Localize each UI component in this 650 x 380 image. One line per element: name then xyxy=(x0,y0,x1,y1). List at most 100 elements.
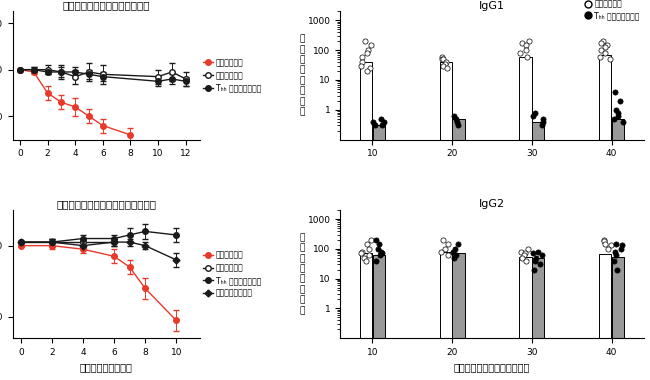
Legend: ワクチンなし, 野生型マウス, Tₕₕ 細胞欠損マウス: ワクチンなし, 野生型マウス, Tₕₕ 細胞欠損マウス xyxy=(203,58,261,93)
Title: 季節性インフルエンザウイルス: 季節性インフルエンザウイルス xyxy=(62,1,150,11)
Point xyxy=(374,241,384,247)
Point xyxy=(442,65,452,71)
Legend: 野生型マウス, Tₕₕ 細胞欠損マウス: 野生型マウス, Tₕₕ 細胞欠損マウス xyxy=(585,0,640,20)
Point xyxy=(523,38,534,44)
Point xyxy=(538,116,549,122)
Point xyxy=(371,258,382,264)
Point xyxy=(451,116,462,122)
Point xyxy=(521,54,532,60)
Point xyxy=(376,249,386,255)
Point xyxy=(602,42,612,48)
Point xyxy=(439,61,450,67)
Point xyxy=(532,249,543,255)
Point xyxy=(608,258,619,264)
Point xyxy=(605,242,616,249)
Point xyxy=(529,258,539,264)
Point xyxy=(366,42,376,48)
Point xyxy=(515,249,526,255)
Point xyxy=(365,65,375,71)
Point xyxy=(363,47,374,53)
Point xyxy=(528,267,539,273)
Y-axis label: 抗
ウ
イ
ル
ス
抗
体
価: 抗 ウ イ ル ス 抗 体 価 xyxy=(300,233,305,315)
Point xyxy=(517,40,527,46)
X-axis label: 感染後の時間（日）: 感染後の時間（日） xyxy=(80,363,133,372)
Bar xyxy=(519,57,532,380)
Bar xyxy=(599,55,612,380)
Point xyxy=(437,56,447,62)
Point xyxy=(610,252,621,258)
Point xyxy=(438,237,448,243)
Y-axis label: 抗
ウ
イ
ル
ス
抗
体
価: 抗 ウ イ ル ス 抗 体 価 xyxy=(300,35,305,116)
Point xyxy=(599,241,610,247)
Point xyxy=(365,237,376,243)
Point xyxy=(374,252,385,258)
Point xyxy=(438,56,448,62)
Point xyxy=(613,109,623,116)
Point xyxy=(452,119,462,125)
Point xyxy=(538,119,549,125)
Point xyxy=(437,54,447,60)
Title: IgG2: IgG2 xyxy=(479,199,505,209)
Point xyxy=(521,42,531,48)
Point xyxy=(356,250,367,256)
Point xyxy=(448,249,459,255)
Point xyxy=(598,38,608,44)
Bar xyxy=(452,253,465,380)
X-axis label: ワクチン接種後の時間（日）: ワクチン接種後の時間（日） xyxy=(454,363,530,372)
Point xyxy=(603,246,613,252)
Point xyxy=(370,237,381,243)
Bar xyxy=(519,256,532,380)
Point xyxy=(357,54,367,60)
Point xyxy=(612,267,622,273)
Point xyxy=(528,113,539,119)
Point xyxy=(521,258,531,264)
Point xyxy=(528,250,538,256)
Point xyxy=(615,98,625,104)
Point xyxy=(368,119,378,125)
Point xyxy=(377,122,387,128)
Bar xyxy=(360,253,372,380)
Point xyxy=(537,252,547,258)
Point xyxy=(453,122,463,128)
Bar xyxy=(360,62,372,380)
Bar xyxy=(612,119,624,380)
Point xyxy=(438,63,448,69)
Point xyxy=(436,249,446,255)
Point xyxy=(516,255,526,261)
Point xyxy=(515,50,526,56)
Point xyxy=(595,40,606,46)
Point xyxy=(449,113,460,119)
Point xyxy=(600,50,610,56)
Point xyxy=(611,241,621,247)
Point xyxy=(596,47,606,53)
Point xyxy=(519,250,530,256)
Point xyxy=(599,238,609,244)
Point xyxy=(379,119,389,125)
Point xyxy=(618,242,628,249)
Point xyxy=(450,246,460,252)
Point xyxy=(362,68,372,74)
Point xyxy=(610,249,621,255)
Point xyxy=(362,50,372,56)
Bar xyxy=(532,258,544,380)
Point xyxy=(361,258,372,264)
Point xyxy=(448,255,459,261)
Point xyxy=(359,38,370,44)
Bar xyxy=(372,125,385,380)
Bar xyxy=(439,252,452,380)
Bar xyxy=(452,119,465,380)
Point xyxy=(523,246,534,252)
Point xyxy=(357,59,367,65)
Point xyxy=(599,237,609,243)
Point xyxy=(618,119,629,125)
Point xyxy=(377,250,387,256)
Bar xyxy=(372,255,385,380)
Bar xyxy=(439,62,452,380)
Point xyxy=(534,261,545,268)
Point xyxy=(616,246,627,252)
Point xyxy=(372,246,383,252)
Point xyxy=(363,246,374,252)
Point xyxy=(530,255,541,261)
Point xyxy=(521,47,532,53)
Point xyxy=(595,54,605,60)
